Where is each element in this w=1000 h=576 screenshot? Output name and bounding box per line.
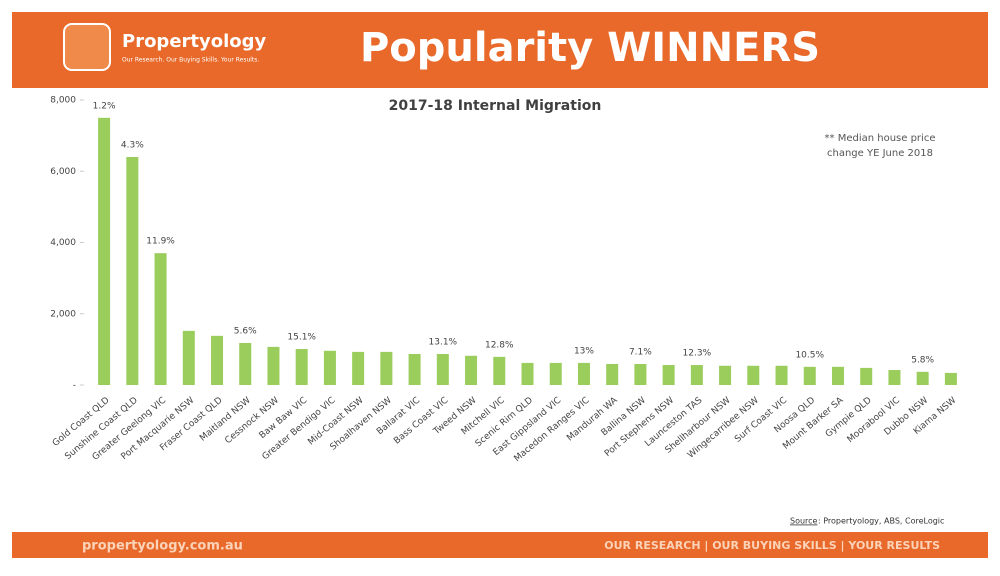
- bar: [634, 363, 647, 385]
- bar: [690, 365, 703, 385]
- bar: [493, 356, 506, 385]
- footer-band: [12, 532, 988, 558]
- bar: [154, 253, 167, 385]
- y-tick-label: 8,000: [50, 96, 76, 106]
- annotation: 13.1%: [429, 338, 458, 348]
- note: change YE June 2018: [827, 148, 933, 159]
- y-tick-label: 2,000: [50, 309, 76, 319]
- bar: [606, 363, 619, 385]
- source-text: : Propertyology, ABS, CoreLogic: [818, 517, 944, 526]
- bar: [380, 351, 393, 385]
- annotation: 13%: [574, 346, 594, 356]
- bar: [295, 349, 308, 385]
- bar: [860, 367, 873, 385]
- y-tick-label: -: [73, 381, 76, 391]
- bar: [831, 366, 844, 385]
- annotation: 10.5%: [795, 350, 824, 360]
- annotation: 1.2%: [93, 101, 116, 111]
- y-tick-label: 4,000: [50, 238, 76, 248]
- footer-site: propertyology.com.au: [82, 539, 243, 554]
- annotation: 4.3%: [121, 141, 144, 151]
- bar: [888, 370, 901, 385]
- bar: [126, 157, 139, 385]
- annotation: 12.8%: [485, 340, 514, 350]
- annotation: 15.1%: [287, 333, 316, 343]
- bar: [662, 365, 675, 385]
- bar: [803, 366, 816, 385]
- annotation: 11.9%: [146, 237, 175, 247]
- annotation: 7.1%: [629, 347, 652, 357]
- bar: [239, 342, 252, 385]
- header-band: [12, 12, 988, 88]
- bar: [944, 372, 957, 385]
- bar: [267, 346, 280, 385]
- y-tick-label: 6,000: [50, 167, 76, 177]
- tagline: Our Research. Our Buying Skills. Your Re…: [122, 57, 259, 64]
- bar: [747, 365, 760, 385]
- bar: [98, 117, 111, 385]
- bar: [521, 362, 534, 385]
- note: ** Median house price: [825, 133, 936, 144]
- annotation: 5.8%: [911, 355, 934, 365]
- bar: [549, 362, 562, 385]
- bar: [436, 354, 449, 385]
- annotation: 12.3%: [683, 349, 712, 359]
- bar: [323, 350, 336, 385]
- logo-icon: [63, 23, 111, 71]
- bar: [182, 330, 195, 385]
- bar: [408, 354, 421, 385]
- bar: [916, 371, 929, 385]
- bar: [577, 362, 590, 385]
- brand: Propertyology: [122, 31, 267, 52]
- chart-title: 2017-18 Internal Migration: [389, 98, 602, 114]
- bar: [719, 365, 732, 385]
- bar: [211, 335, 224, 385]
- bar: [775, 365, 788, 385]
- footer-motto: OUR RESEARCH | OUR BUYING SKILLS | YOUR …: [604, 539, 940, 552]
- bar: [465, 355, 478, 385]
- source-label: Source: [790, 517, 818, 526]
- bar: [352, 351, 365, 385]
- slide-title: Popularity WINNERS: [360, 25, 820, 71]
- annotation: 5.6%: [234, 326, 257, 336]
